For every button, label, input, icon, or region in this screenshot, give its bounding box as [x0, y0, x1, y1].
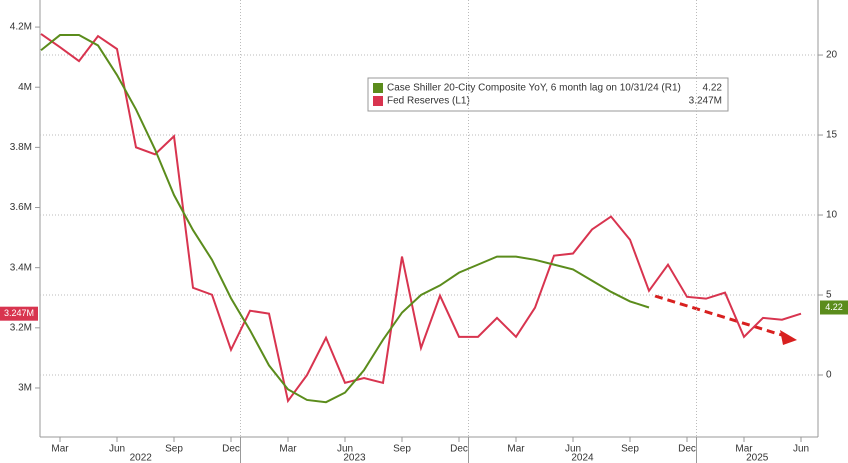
last-value-tag — [0, 306, 38, 321]
y2-tick-label: 10 — [826, 210, 838, 221]
legend-label: Case Shiller 20-City Composite YoY, 6 mo… — [387, 83, 681, 94]
year-label: 2023 — [343, 453, 366, 463]
year-label: 2024 — [571, 453, 594, 463]
x-tick-label: Sep — [621, 444, 639, 455]
x-tick-label: Dec — [678, 444, 696, 455]
legend-value: 4.22 — [703, 83, 723, 94]
legend-swatch — [373, 96, 383, 106]
legend-box — [367, 77, 729, 112]
x-tick-label: Jun — [793, 444, 809, 455]
y-tick-label: 3.6M — [10, 202, 32, 213]
y-tick-label: 3.4M — [10, 262, 32, 273]
y2-tick-label: 5 — [826, 290, 832, 301]
annotation-arrow — [654, 294, 797, 345]
y-tick-label: 4.2M — [10, 22, 32, 33]
x-tick-label: Sep — [165, 444, 183, 455]
legend-label: Fed Reserves (L1) — [387, 96, 470, 107]
last-value-tag-label: 3.247M — [4, 308, 34, 318]
legend-value: 3.247M — [689, 96, 722, 107]
x-tick-label: Mar — [507, 444, 525, 455]
last-value-tag — [820, 300, 848, 315]
legend: Case Shiller 20-City Composite YoY, 6 mo… — [367, 77, 729, 112]
year-label: 2025 — [746, 453, 769, 463]
y2-tick-label: 15 — [826, 130, 838, 141]
y2-tick-label: 0 — [826, 370, 832, 381]
year-label: 2022 — [130, 453, 153, 463]
x-tick-label: Jun — [109, 444, 125, 455]
y-tick-label: 3.8M — [10, 142, 32, 153]
x-tick-label: Jun — [337, 444, 353, 455]
y-tick-label: 3.2M — [10, 322, 32, 333]
x-tick-label: Dec — [450, 444, 468, 455]
x-tick-label: Mar — [51, 444, 69, 455]
last-value-tag-label: 4.22 — [825, 302, 843, 312]
y2-tick-label: 20 — [826, 50, 838, 61]
series-line — [40, 33, 802, 404]
x-tick-label: Mar — [279, 444, 297, 455]
x-tick-label: Sep — [393, 444, 411, 455]
y-tick-label: 4M — [18, 82, 32, 93]
arrow-line — [654, 294, 786, 338]
x-tick-label: Dec — [222, 444, 240, 455]
series-line — [40, 34, 650, 404]
y-tick-label: 3M — [18, 383, 32, 394]
legend-swatch — [373, 83, 383, 93]
x-tick-label: Jun — [565, 444, 581, 455]
x-tick-label: Mar — [735, 444, 753, 455]
arrow-head — [780, 330, 797, 345]
